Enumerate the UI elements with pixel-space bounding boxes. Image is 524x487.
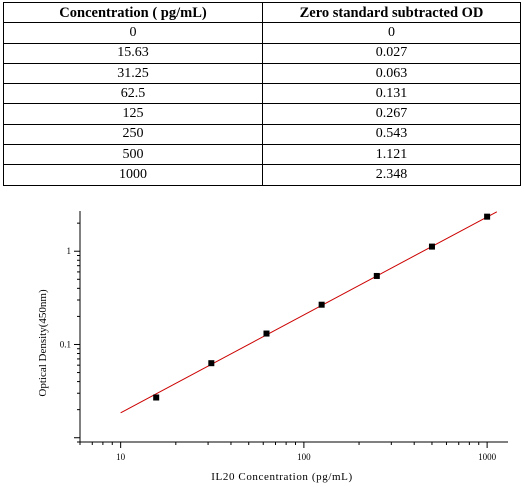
cell-od: 0.131 xyxy=(262,83,521,105)
chart-ticks: 10 100 1000 0.1 1 xyxy=(60,222,497,462)
cell-concentration: 62.5 xyxy=(3,83,263,105)
cell-od: 0.543 xyxy=(262,123,521,146)
cell-od: 0.027 xyxy=(262,42,521,64)
cell-od: 0.267 xyxy=(262,103,521,125)
header-concentration: Concentration ( pg/mL) xyxy=(3,1,263,24)
cell-concentration: 125 xyxy=(3,103,263,125)
y-tick-label: 1 xyxy=(67,246,72,256)
x-axis-label: IL20 Concentration (pg/mL) xyxy=(211,471,352,483)
data-point xyxy=(428,243,435,250)
data-point xyxy=(263,330,270,337)
fit-line xyxy=(120,211,498,414)
table-row: 500 1.121 xyxy=(3,144,521,166)
y-tick-label: 0.1 xyxy=(60,339,71,349)
cell-concentration: 250 xyxy=(3,123,263,146)
table-row: 15.63 0.027 xyxy=(3,42,521,64)
table-row: 31.25 0.063 xyxy=(3,62,521,85)
cell-concentration: 0 xyxy=(3,22,263,44)
data-point xyxy=(153,394,160,401)
data-point xyxy=(484,213,491,220)
standard-curve-table: Concentration ( pg/mL) Zero standard sub… xyxy=(3,1,521,186)
x-tick-label: 10 xyxy=(116,452,126,462)
table-row: 62.5 0.131 xyxy=(3,83,521,105)
cell-od: 2.348 xyxy=(262,164,521,186)
data-point xyxy=(373,272,380,279)
cell-od: 0.063 xyxy=(262,62,521,85)
table-row: 125 0.267 xyxy=(3,103,521,125)
table-row: 250 0.543 xyxy=(3,123,521,146)
cell-od: 1.121 xyxy=(262,144,521,166)
cell-concentration: 15.63 xyxy=(3,42,263,64)
data-point xyxy=(208,360,215,367)
data-point xyxy=(318,301,325,308)
x-tick-label: 1000 xyxy=(478,452,497,462)
table-row: 0 0 xyxy=(3,22,521,44)
cell-concentration: 500 xyxy=(3,144,263,166)
fit-line-group xyxy=(120,211,498,414)
x-tick-label: 100 xyxy=(297,452,311,462)
table-row: 1000 2.348 xyxy=(3,164,521,186)
y-axis-label: Optical Density(450nm) xyxy=(37,289,49,397)
cell-concentration: 31.25 xyxy=(3,62,263,85)
standard-curve-chart: 10 100 1000 0.1 1 IL20 Concentration (pg/mL)… xyxy=(37,211,508,483)
header-od: Zero standard subtracted OD xyxy=(262,1,521,24)
chart-axes xyxy=(79,211,508,443)
cell-od: 0 xyxy=(262,22,521,44)
cell-concentration: 1000 xyxy=(3,164,263,186)
data-points xyxy=(153,213,491,401)
table-header-row: Concentration ( pg/mL) Zero standard sub… xyxy=(3,1,521,24)
